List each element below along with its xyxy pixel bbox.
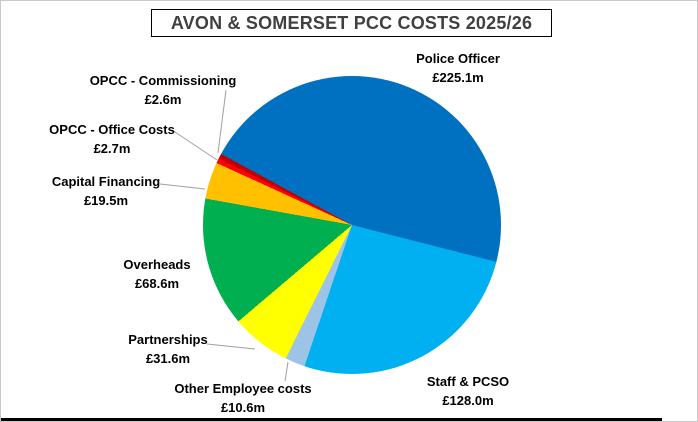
label-partnerships-name: Partnerships <box>128 332 208 347</box>
label-overheads: Overheads £68.6m <box>123 255 190 293</box>
label-staff-pcso-value: £128.0m <box>442 393 494 408</box>
label-capital-financing-name: Capital Financing <box>51 174 161 189</box>
leader-line-opcc-office-costs <box>171 129 218 161</box>
label-capital-financing: Capital Financing £19.5m <box>52 172 160 210</box>
chart-title: AVON & SOMERSET PCC COSTS 2025/26 <box>170 12 533 33</box>
label-other-employee-costs: Other Employee costs £10.6m <box>174 379 311 417</box>
label-opcc-office-costs-value: £2.7m <box>93 141 131 156</box>
label-police-officer-value: £225.1m <box>432 70 484 85</box>
chart-title-box: AVON & SOMERSET PCC COSTS 2025/26 <box>151 9 552 37</box>
label-opcc-office-costs: OPCC - Office Costs £2.7m <box>49 120 175 158</box>
label-partnerships: Partnerships £31.6m <box>128 330 207 368</box>
leader-line-capital-financing <box>159 183 206 190</box>
label-staff-pcso-name: Staff & PCSO <box>426 374 510 389</box>
label-police-officer-name: Police Officer <box>416 51 500 66</box>
leader-line-partnerships <box>206 343 256 350</box>
bottom-border-line <box>1 418 662 421</box>
label-opcc-commissioning-name: OPCC - Commissioning <box>89 73 237 88</box>
label-partnerships-value: £31.6m <box>145 351 191 366</box>
label-capital-financing-value: £19.5m <box>83 193 129 208</box>
label-other-employee-costs-value: £10.6m <box>220 400 266 415</box>
label-police-officer: Police Officer £225.1m <box>416 49 500 87</box>
label-opcc-commissioning: OPCC - Commissioning £2.6m <box>90 71 237 109</box>
label-overheads-name: Overheads <box>123 257 191 272</box>
pie-chart <box>203 76 501 374</box>
label-staff-pcso: Staff & PCSO £128.0m <box>427 372 509 410</box>
label-other-employee-costs-name: Other Employee costs <box>174 381 312 396</box>
label-opcc-commissioning-value: £2.6m <box>144 92 182 107</box>
label-opcc-office-costs-name: OPCC - Office Costs <box>49 122 175 137</box>
label-overheads-value: £68.6m <box>134 276 180 291</box>
